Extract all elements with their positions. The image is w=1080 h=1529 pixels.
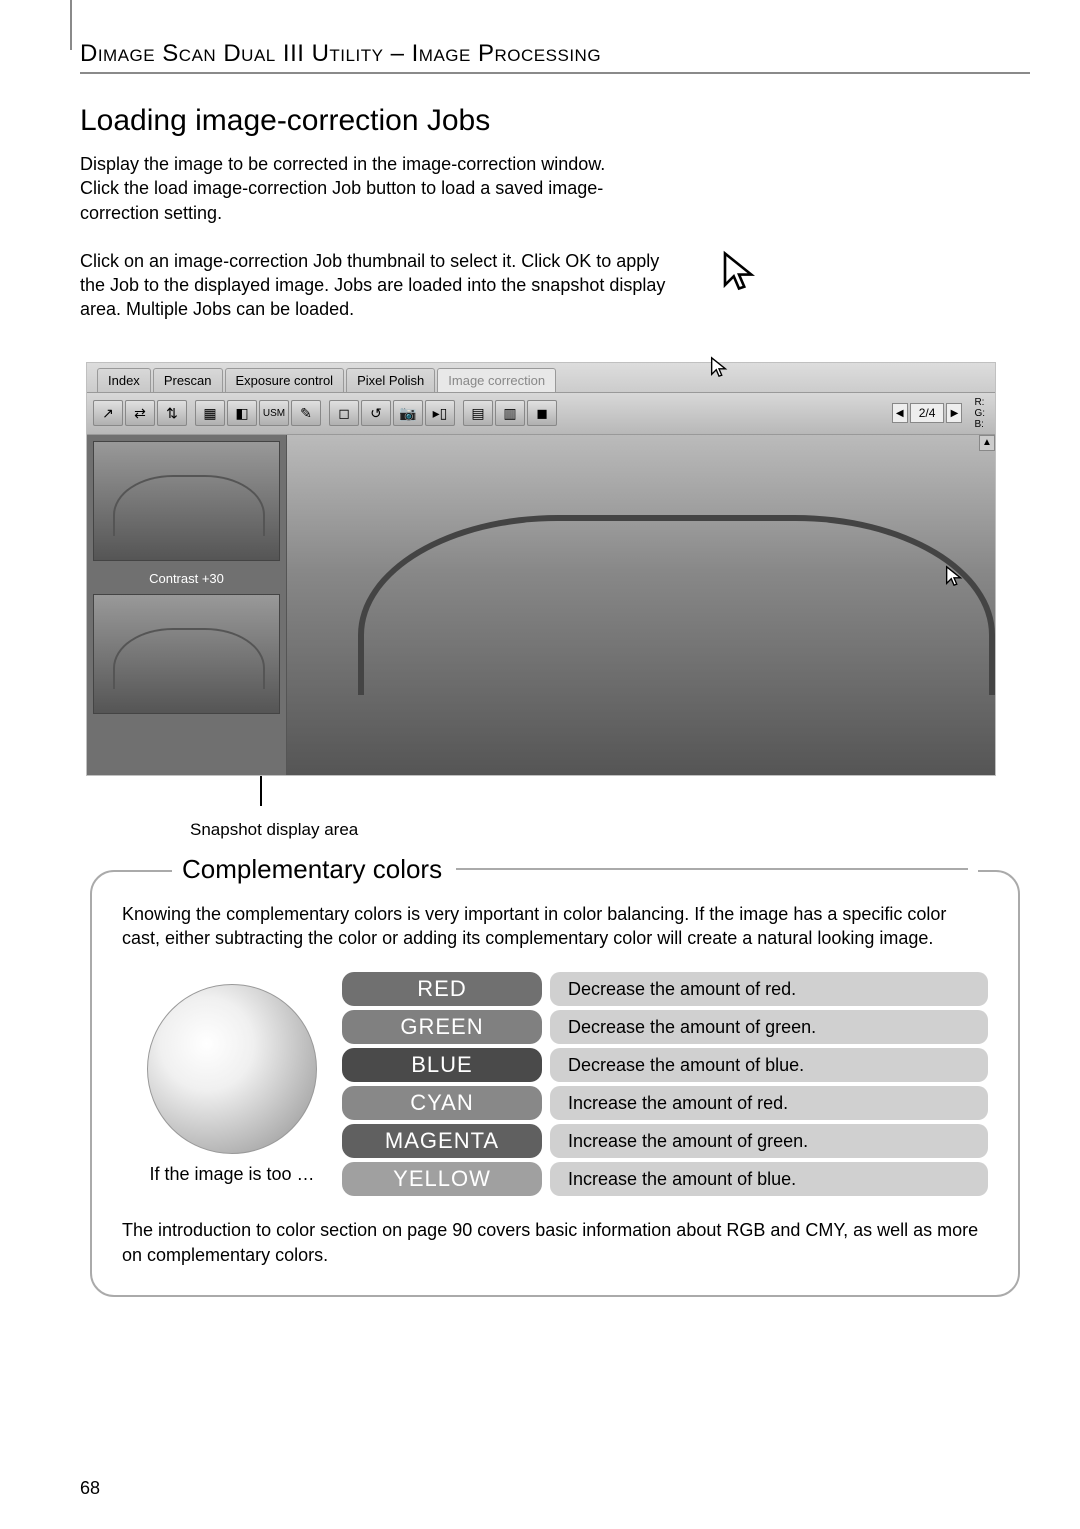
color-rows: RedDecrease the amount of red.GreenDecre… xyxy=(342,972,988,1196)
tool-a-icon[interactable]: ▤ xyxy=(463,400,493,426)
tab-image-correction[interactable]: Image correction xyxy=(437,368,556,392)
rgb-b: B: xyxy=(974,419,985,430)
tool-usm-icon[interactable]: USM xyxy=(259,400,289,426)
cursor-icon xyxy=(718,250,760,302)
comp-footer: The introduction to color section on pag… xyxy=(122,1218,988,1267)
tool-load-job-icon[interactable]: ▸▯ xyxy=(425,400,455,426)
color-pill: Red xyxy=(342,972,542,1006)
cursor-icon xyxy=(943,565,965,593)
content-area: Contrast +30 ▲ xyxy=(87,435,995,775)
rgb-readout: R: G: B: xyxy=(974,397,985,430)
pager-value: 2/4 xyxy=(910,403,945,423)
page-number: 68 xyxy=(80,1478,100,1499)
job-thumbnail-label: Contrast +30 xyxy=(93,571,280,586)
page-header: Dimage Scan Dual III Utility – Image Pro… xyxy=(80,40,1030,74)
color-row: CyanIncrease the amount of red. xyxy=(342,1086,988,1120)
tab-index[interactable]: Index xyxy=(97,368,151,392)
main-preview: ▲ xyxy=(287,435,995,775)
cursor-icon xyxy=(708,356,730,384)
tool-b-icon[interactable]: ▥ xyxy=(495,400,525,426)
tab-exposure[interactable]: Exposure control xyxy=(225,368,345,392)
if-text: If the image is too … xyxy=(149,1164,314,1185)
color-pill: Magenta xyxy=(342,1124,542,1158)
scroll-up-icon[interactable]: ▲ xyxy=(979,435,995,451)
complementary-colors-box: Complementary colors Knowing the complem… xyxy=(90,870,1020,1297)
tool-levels-icon[interactable]: ⇅ xyxy=(157,400,187,426)
color-action: Decrease the amount of red. xyxy=(550,972,988,1006)
tool-variation-icon[interactable]: ▦ xyxy=(195,400,225,426)
pager: ◀ 2/4 ▶ xyxy=(892,403,963,423)
color-pill: Green xyxy=(342,1010,542,1044)
tool-hsb-icon[interactable]: ◧ xyxy=(227,400,257,426)
margin-rule xyxy=(70,0,72,50)
color-row: GreenDecrease the amount of green. xyxy=(342,1010,988,1044)
color-row: BlueDecrease the amount of blue. xyxy=(342,1048,988,1082)
job-thumbnail[interactable] xyxy=(93,441,280,561)
color-sphere xyxy=(147,984,317,1154)
paragraph-1: Display the image to be corrected in the… xyxy=(80,152,640,225)
paragraph-2: Click on an image-correction Job thumbna… xyxy=(80,249,670,322)
rgb-g: G: xyxy=(974,408,985,419)
tool-compare-icon[interactable]: ◻ xyxy=(329,400,359,426)
toolbar: ↗ ⇄ ⇅ ▦ ◧ USM ✎ ◻ ↺ 📷 ▸▯ ▤ ▥ ◼ ◀ 2/4 ▶ R… xyxy=(87,393,995,435)
comp-grid: If the image is too … RedDecrease the am… xyxy=(122,972,988,1196)
comp-intro: Knowing the complementary colors is very… xyxy=(122,902,988,951)
tab-pixel-polish[interactable]: Pixel Polish xyxy=(346,368,435,392)
callout-line xyxy=(260,776,262,806)
tab-prescan[interactable]: Prescan xyxy=(153,368,223,392)
color-action: Increase the amount of blue. xyxy=(550,1162,988,1196)
color-pill: Blue xyxy=(342,1048,542,1082)
comp-title: Complementary colors xyxy=(182,854,442,885)
tool-hist-icon[interactable]: ⇄ xyxy=(125,400,155,426)
color-row: RedDecrease the amount of red. xyxy=(342,972,988,1006)
pager-next-icon[interactable]: ▶ xyxy=(946,403,962,423)
tool-snapshot-icon[interactable]: 📷 xyxy=(393,400,423,426)
pager-prev-icon[interactable]: ◀ xyxy=(892,403,908,423)
color-pill: Yellow xyxy=(342,1162,542,1196)
tool-curve-icon[interactable]: ↗ xyxy=(93,400,123,426)
color-action: Increase the amount of red. xyxy=(550,1086,988,1120)
color-action: Increase the amount of green. xyxy=(550,1124,988,1158)
sphere-column: If the image is too … xyxy=(122,984,342,1185)
snapshot-column: Contrast +30 xyxy=(87,435,287,775)
tool-undo-icon[interactable]: ↺ xyxy=(361,400,391,426)
color-row: MagentaIncrease the amount of green. xyxy=(342,1124,988,1158)
color-action: Decrease the amount of green. xyxy=(550,1010,988,1044)
comp-rule xyxy=(456,868,968,870)
snapshot-caption: Snapshot display area xyxy=(190,820,1030,840)
job-thumbnail[interactable] xyxy=(93,594,280,714)
color-action: Decrease the amount of blue. xyxy=(550,1048,988,1082)
tool-edit-icon[interactable]: ✎ xyxy=(291,400,321,426)
bridge-graphic xyxy=(358,515,995,695)
color-pill: Cyan xyxy=(342,1086,542,1120)
tool-c-icon[interactable]: ◼ xyxy=(527,400,557,426)
comp-header-wrap: Complementary colors xyxy=(172,854,978,885)
screenshot-panel: Index Prescan Exposure control Pixel Pol… xyxy=(86,362,996,776)
color-row: YellowIncrease the amount of blue. xyxy=(342,1162,988,1196)
tab-strip: Index Prescan Exposure control Pixel Pol… xyxy=(87,363,995,393)
section-title: Loading image-correction Jobs xyxy=(80,104,1030,138)
rgb-r: R: xyxy=(974,397,985,408)
